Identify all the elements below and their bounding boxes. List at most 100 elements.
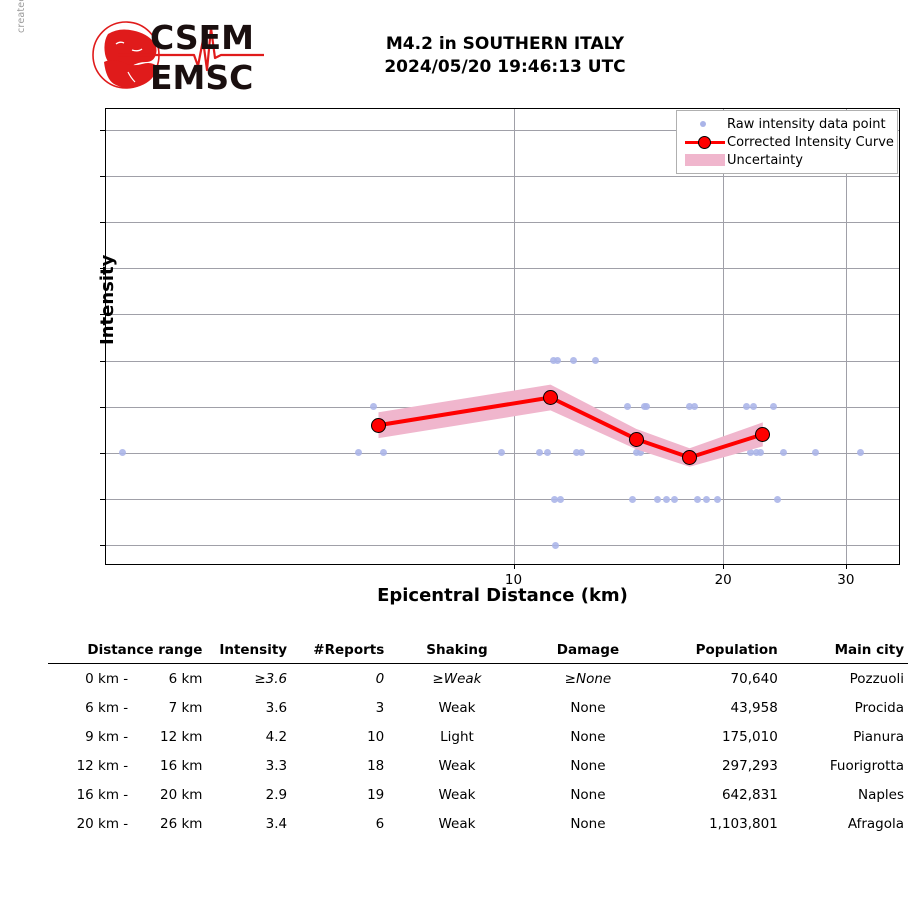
raw-intensity-point — [570, 357, 578, 365]
gridline-horizontal — [106, 268, 899, 270]
cell-distance-to: 26 km — [160, 816, 203, 832]
y-tick-mark — [100, 406, 106, 408]
cell-shaking: Weak — [438, 787, 476, 803]
cell-distance-from: 12 km - — [76, 758, 129, 774]
raw-intensity-point — [769, 403, 777, 411]
page-title: M4.2 in SOUTHERN ITALY 2024/05/20 19:46:… — [265, 33, 745, 78]
table-row: 20 km - 26 km 3.4 6 Weak None 1,103,801 Afragol… — [48, 809, 908, 838]
raw-intensity-point — [553, 357, 561, 365]
cell-reports: 10 — [367, 729, 385, 745]
y-tick-mark — [100, 314, 106, 316]
legend-label-curve: Corrected Intensity Curve — [727, 134, 894, 150]
raw-intensity-point — [370, 403, 378, 411]
raw-intensity-point — [642, 403, 650, 411]
cell-distance-to: 7 km — [168, 700, 203, 716]
raw-intensity-point — [119, 449, 127, 457]
cell-population: 175,010 — [721, 729, 778, 745]
intensity-distance-plot: Not felt2345678910102030 Intensity — [97, 108, 900, 588]
cell-distance-to: 6 km — [168, 671, 203, 687]
raw-intensity-point — [549, 357, 557, 365]
x-axis-label: Epicentral Distance (km) — [377, 585, 628, 606]
cell-distance-to: 12 km — [160, 729, 203, 745]
cell-damage: ≥None — [564, 671, 612, 687]
x-tick-label: 10 — [504, 572, 523, 588]
header-population: Population — [695, 642, 778, 658]
cell-shaking: Weak — [438, 816, 476, 832]
uncertainty-band-icon — [683, 151, 727, 169]
curve-svg — [378, 384, 764, 467]
gridline-vertical — [845, 109, 847, 564]
seismogram-icon — [118, 26, 264, 72]
corrected-curve-icon — [683, 133, 727, 151]
raw-intensity-point — [742, 403, 750, 411]
table-body: 0 km - 6 km ≥3.6 0 ≥Weak ≥None 70,640 Pozzuoli 6… — [48, 664, 908, 839]
cell-main-city: Afragola — [847, 816, 904, 832]
y-tick-mark — [100, 268, 106, 270]
legend-item-uncertainty: Uncertainty — [683, 151, 891, 169]
logo-text-csem: CSEM — [150, 18, 254, 57]
cell-damage: None — [570, 700, 606, 716]
raw-intensity-point — [713, 495, 721, 503]
raw-intensity-point — [636, 449, 644, 457]
x-tick-label: 30 — [837, 572, 855, 588]
raw-intensity-point — [536, 449, 544, 457]
corrected-intensity-marker — [628, 431, 644, 447]
raw-intensity-point — [572, 449, 580, 457]
raw-intensity-point — [773, 495, 781, 503]
raw-intensity-point — [497, 449, 505, 457]
cell-distance-to: 20 km — [160, 787, 203, 803]
cell-shaking: Weak — [438, 700, 476, 716]
cell-distance-from: 9 km - — [85, 729, 129, 745]
cell-damage: None — [570, 729, 606, 745]
cell-distance-from: 6 km - — [85, 700, 129, 716]
raw-intensity-point — [544, 449, 552, 457]
x-tick-label: 20 — [714, 572, 732, 588]
raw-intensity-point — [550, 495, 558, 503]
cell-intensity: 3.6 — [265, 700, 288, 716]
cell-reports: 6 — [375, 816, 385, 832]
x-tick-mark — [845, 564, 847, 569]
cell-reports: 3 — [375, 700, 385, 716]
cell-distance-from: 20 km - — [76, 816, 129, 832]
y-tick-mark — [100, 452, 106, 454]
raw-intensity-point — [752, 449, 760, 457]
cell-intensity: 3.3 — [265, 758, 288, 774]
logo-text-emsc: EMSC — [150, 58, 253, 96]
x-tick-mark — [513, 564, 515, 569]
gridline-horizontal — [106, 129, 899, 131]
y-tick-mark — [100, 129, 106, 131]
globe-icon — [92, 21, 160, 89]
raw-point-icon — [683, 115, 727, 133]
corrected-intensity-marker — [370, 417, 386, 433]
table-row: 0 km - 6 km ≥3.6 0 ≥Weak ≥None 70,640 Pozzuoli — [48, 664, 908, 694]
cell-intensity: 4.2 — [265, 729, 288, 745]
cell-intensity: 2.9 — [265, 787, 288, 803]
cell-reports: 18 — [367, 758, 385, 774]
credit-text: created by EMSC on 2025-09-02 12:05:21 U… — [11, 0, 33, 33]
y-tick-mark — [100, 175, 106, 177]
raw-intensity-point — [355, 449, 363, 457]
raw-intensity-point — [577, 449, 585, 457]
raw-intensity-point — [747, 449, 755, 457]
cell-population: 1,103,801 — [709, 816, 778, 832]
legend-label-uncertainty: Uncertainty — [727, 152, 803, 168]
title-line-1: M4.2 in SOUTHERN ITALY — [385, 34, 625, 54]
raw-intensity-point — [691, 403, 699, 411]
cell-main-city: Fuorigrotta — [829, 758, 904, 774]
raw-intensity-point — [756, 449, 764, 457]
raw-intensity-point — [857, 449, 865, 457]
gridline-horizontal — [106, 314, 899, 316]
corrected-intensity-marker — [542, 390, 558, 405]
raw-intensity-point — [811, 449, 819, 457]
header-distance-range: Distance range — [87, 642, 203, 658]
raw-intensity-point — [686, 403, 694, 411]
legend-label-raw: Raw intensity data point — [727, 116, 886, 132]
y-tick-mark — [100, 499, 106, 501]
raw-intensity-point — [670, 495, 678, 503]
cell-damage: None — [570, 758, 606, 774]
cell-shaking: ≥Weak — [432, 671, 482, 687]
cell-main-city: Procida — [854, 700, 904, 716]
y-tick-mark — [100, 222, 106, 224]
raw-intensity-point — [749, 403, 757, 411]
raw-intensity-point — [552, 541, 560, 549]
